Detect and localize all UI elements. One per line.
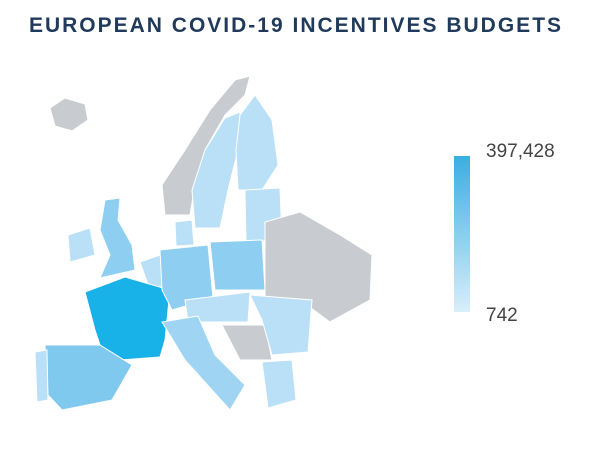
portugal bbox=[34, 349, 49, 403]
title: EUROPEAN COVID-19 INCENTIVES BUDGETS bbox=[29, 14, 563, 37]
uk bbox=[99, 197, 136, 279]
poland bbox=[209, 239, 266, 291]
legend-min: 742 bbox=[486, 305, 518, 326]
legend-max: 397,428 bbox=[486, 141, 555, 162]
central-europe bbox=[184, 291, 251, 323]
romania-bulgaria bbox=[249, 294, 313, 356]
finland bbox=[235, 94, 279, 191]
balkans bbox=[221, 324, 273, 361]
ireland bbox=[67, 227, 96, 263]
iceland bbox=[49, 97, 89, 132]
legend-bar bbox=[454, 156, 470, 312]
sweden bbox=[191, 111, 241, 229]
map bbox=[34, 75, 373, 411]
italy bbox=[161, 315, 246, 411]
denmark bbox=[174, 219, 195, 247]
greece bbox=[261, 359, 297, 409]
france bbox=[84, 276, 171, 361]
